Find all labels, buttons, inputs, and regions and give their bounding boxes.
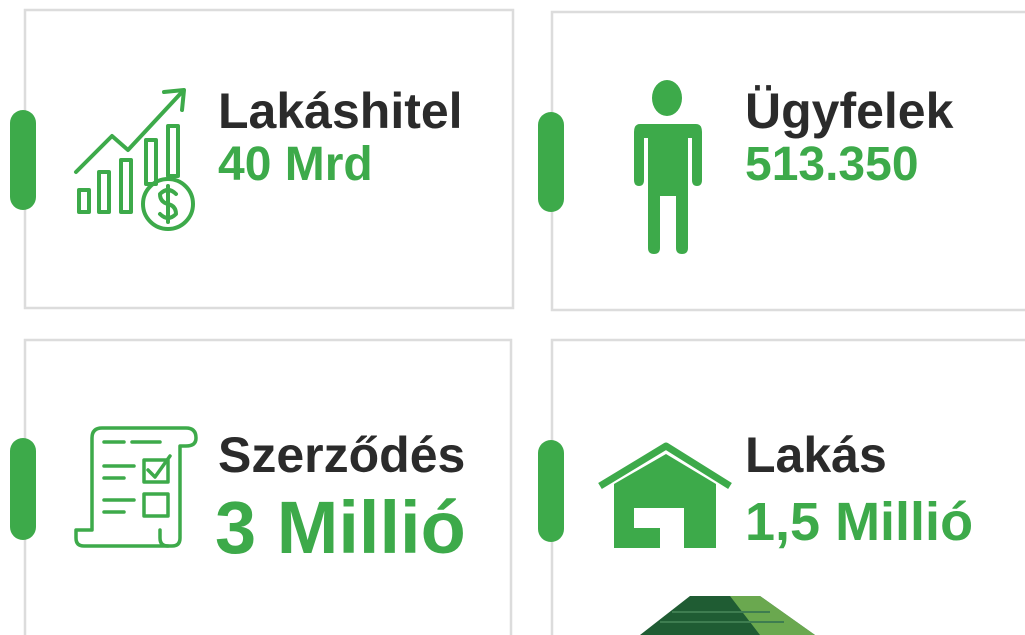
card-value: 40 Mrd	[218, 138, 373, 191]
accent-pill	[538, 440, 564, 542]
card	[550, 10, 1025, 312]
card-title: Ügyfelek	[745, 83, 954, 139]
contract-icon	[74, 426, 198, 548]
card-value: 3 Millió	[215, 486, 466, 569]
house-icon	[598, 442, 732, 548]
accent-pill	[10, 438, 36, 540]
card	[23, 8, 515, 310]
card-title: Szerződés	[218, 427, 465, 483]
accent-pill	[10, 110, 36, 210]
card-value: 1,5 Millió	[745, 492, 973, 552]
card-title: Lakás	[745, 427, 887, 483]
card-title: Lakáshitel	[218, 83, 463, 139]
card-value: 513.350	[745, 138, 919, 191]
roof-graphic	[640, 596, 815, 635]
growth-icon	[74, 88, 195, 231]
accent-pill	[538, 112, 564, 212]
card	[23, 338, 513, 635]
person-icon	[634, 80, 702, 254]
